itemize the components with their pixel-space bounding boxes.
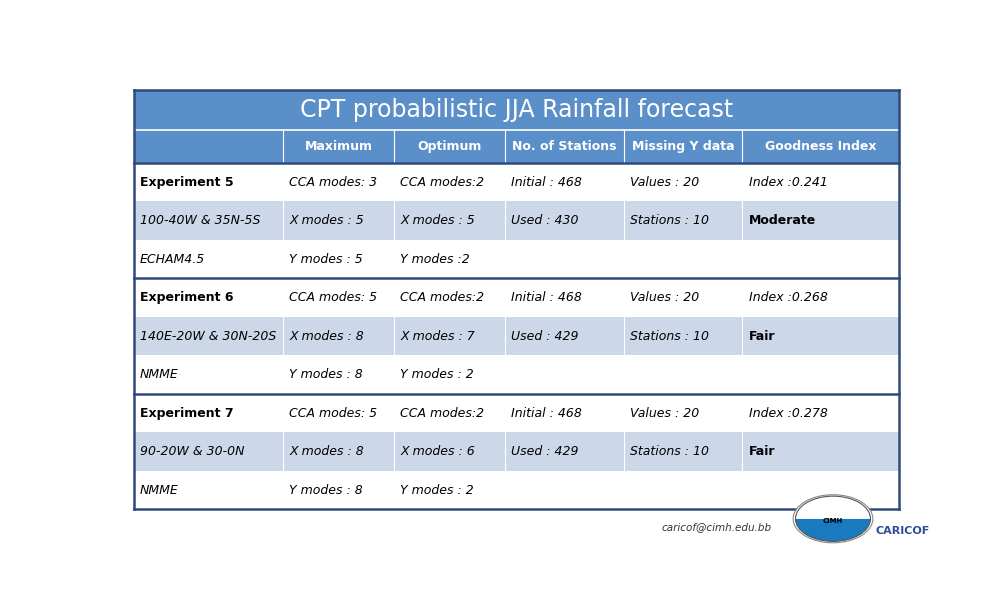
Bar [134, 471, 899, 509]
Text: Maximum: Maximum [304, 140, 373, 153]
Text: ECHAM4.5: ECHAM4.5 [140, 253, 206, 266]
Text: Y modes : 2: Y modes : 2 [400, 483, 474, 496]
Text: Y modes : 5: Y modes : 5 [289, 253, 363, 266]
Text: Goodness Index: Goodness Index [765, 140, 877, 153]
Text: X modes : 5: X modes : 5 [400, 214, 475, 227]
Text: X modes : 6: X modes : 6 [400, 445, 475, 458]
Text: No. of Stations: No. of Stations [512, 140, 617, 153]
Text: Y modes :2: Y modes :2 [400, 253, 470, 266]
Text: Used : 429: Used : 429 [511, 445, 579, 458]
Text: Moderate: Moderate [749, 214, 815, 227]
Text: CCA modes: 5: CCA modes: 5 [289, 406, 377, 420]
Text: Index :0.278: Index :0.278 [749, 406, 828, 420]
Text: Experiment 5: Experiment 5 [140, 176, 234, 188]
Text: CCA modes: 3: CCA modes: 3 [289, 176, 377, 188]
Text: 90-20W & 30-0N: 90-20W & 30-0N [140, 445, 245, 458]
Text: CIMH: CIMH [823, 518, 843, 524]
Text: CARICOF: CARICOF [876, 526, 930, 537]
Text: Fair: Fair [749, 330, 775, 343]
Bar [134, 163, 899, 201]
Text: Used : 430: Used : 430 [511, 214, 579, 227]
Bar [134, 278, 899, 317]
Text: X modes : 7: X modes : 7 [400, 330, 475, 343]
Wedge shape [795, 519, 871, 542]
Text: X modes : 5: X modes : 5 [289, 214, 364, 227]
Text: Missing Y data: Missing Y data [632, 140, 735, 153]
Text: Stations : 10: Stations : 10 [630, 445, 709, 458]
Bar [134, 432, 899, 471]
Text: Fair: Fair [749, 445, 775, 458]
Bar [134, 90, 899, 130]
Text: caricof@cimh.edu.bb: caricof@cimh.edu.bb [661, 522, 771, 532]
Text: Initial : 468: Initial : 468 [511, 406, 583, 420]
Bar [134, 317, 899, 356]
Bar [134, 394, 899, 432]
Bar [134, 201, 899, 240]
Text: CCA modes:2: CCA modes:2 [400, 176, 485, 188]
Circle shape [793, 494, 873, 543]
Text: CCA modes:2: CCA modes:2 [400, 406, 485, 420]
Text: Experiment 6: Experiment 6 [140, 291, 234, 304]
Text: NMME: NMME [140, 368, 178, 381]
Text: CCA modes: 5: CCA modes: 5 [289, 291, 377, 304]
Text: Stations : 10: Stations : 10 [630, 330, 709, 343]
Text: Index :0.241: Index :0.241 [749, 176, 828, 188]
Text: X modes : 8: X modes : 8 [289, 445, 364, 458]
Text: Values : 20: Values : 20 [630, 406, 700, 420]
Bar [134, 356, 899, 394]
Text: Values : 20: Values : 20 [630, 291, 700, 304]
Text: Values : 20: Values : 20 [630, 176, 700, 188]
Text: Optimum: Optimum [417, 140, 482, 153]
Text: Y modes : 8: Y modes : 8 [289, 483, 363, 496]
Text: NMME: NMME [140, 483, 178, 496]
Wedge shape [795, 496, 871, 519]
Text: Initial : 468: Initial : 468 [511, 291, 583, 304]
Text: CCA modes:2: CCA modes:2 [400, 291, 485, 304]
Text: X modes : 8: X modes : 8 [289, 330, 364, 343]
Text: Y modes : 2: Y modes : 2 [400, 368, 474, 381]
Text: 140E-20W & 30N-20S: 140E-20W & 30N-20S [140, 330, 276, 343]
Bar [134, 130, 899, 163]
Text: CPT probabilistic JJA Rainfall forecast: CPT probabilistic JJA Rainfall forecast [300, 98, 733, 122]
Text: Experiment 7: Experiment 7 [140, 406, 234, 420]
Text: Stations : 10: Stations : 10 [630, 214, 709, 227]
Text: Y modes : 8: Y modes : 8 [289, 368, 363, 381]
Text: Initial : 468: Initial : 468 [511, 176, 583, 188]
Text: Index :0.268: Index :0.268 [749, 291, 828, 304]
Bar [134, 240, 899, 278]
Text: Used : 429: Used : 429 [511, 330, 579, 343]
Text: 100-40W & 35N-5S: 100-40W & 35N-5S [140, 214, 260, 227]
